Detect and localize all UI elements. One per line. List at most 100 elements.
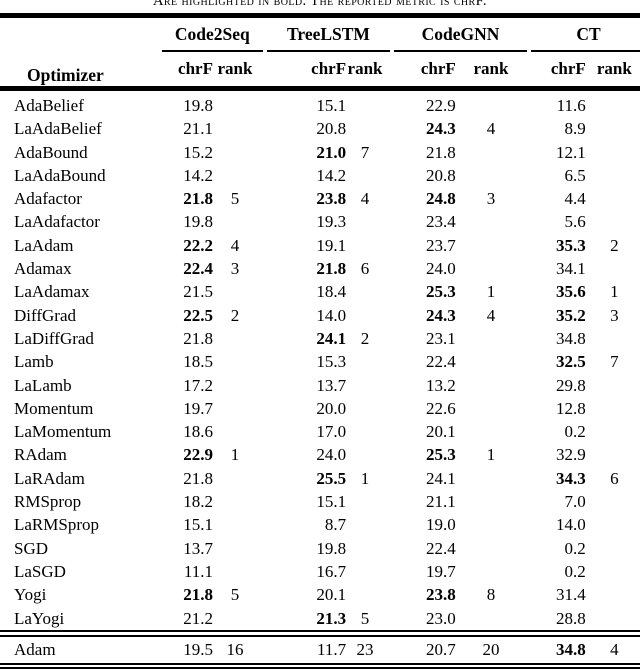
subheader-chrf-codegnn: chrF <box>383 52 461 91</box>
rank-value <box>589 537 640 560</box>
chrf-value: 12.8 <box>556 398 586 418</box>
rank-value: 8 <box>486 585 496 605</box>
rank-value <box>461 490 521 513</box>
optimizer-name: LaAdaBound <box>14 165 106 185</box>
optimizer-name: SGD <box>14 538 49 558</box>
optimizer-name: LaMomentum <box>14 422 112 442</box>
table-body: AdaBelief 19.8 15.1 22.9 11.6 LaAdaBelie… <box>0 89 640 631</box>
rank-value <box>461 397 521 420</box>
table-row: LaRAdam 21.8 25.5 1 24.1 34.3 6 <box>0 467 640 490</box>
chrf-value: 15.1 <box>183 515 213 535</box>
chrf-value: 35.2 <box>556 305 586 325</box>
rank-value <box>346 490 384 513</box>
chrf-value: 24.0 <box>426 259 456 279</box>
optimizer-name: LaSGD <box>14 561 66 581</box>
chrf-value: 20.1 <box>426 422 456 442</box>
rank-value <box>589 513 640 536</box>
chrf-value: 15.2 <box>183 142 213 162</box>
rank-value <box>461 560 521 583</box>
table-row: RAdam 22.9 1 24.0 25.3 1 32.9 <box>0 443 640 466</box>
table-row: LaSGD 11.1 16.7 19.7 0.2 <box>0 560 640 583</box>
rank-value <box>213 164 257 187</box>
chrf-value: 31.4 <box>556 585 586 605</box>
chrf-value: 6.5 <box>564 165 586 185</box>
chrf-value: 8.9 <box>564 119 586 139</box>
optimizer-name: AdaBelief <box>14 96 84 115</box>
caption-text: Are highlighted in bold. The reported me… <box>153 0 487 9</box>
chrf-value: 22.5 <box>183 305 213 325</box>
chrf-value: 21.2 <box>183 608 213 628</box>
rank-value <box>589 117 640 140</box>
subheader-rank-codegnn: rank <box>460 52 522 91</box>
rank-value: 16 <box>226 639 244 659</box>
rank-value <box>589 607 640 631</box>
chrf-value: 23.7 <box>426 235 456 255</box>
chrf-value: 21.0 <box>316 142 347 162</box>
rank-value <box>213 560 257 583</box>
group-header-code2seq: Code2Seq <box>152 18 264 52</box>
rank-value: 1 <box>610 282 619 302</box>
chrf-value: 22.4 <box>183 259 213 279</box>
rank-value: 5 <box>360 608 370 628</box>
rank-value: 1 <box>486 445 496 465</box>
chrf-value: 34.3 <box>556 468 586 488</box>
rank-value <box>346 304 384 327</box>
chrf-value: 18.4 <box>316 282 347 302</box>
rank-value <box>589 327 640 350</box>
subheader-chrf-code2seq: chrF <box>151 52 213 91</box>
optimizer-name: LaRAdam <box>14 468 85 488</box>
chrf-value: 23.4 <box>426 212 456 232</box>
optimizer-name: DiffGrad <box>14 305 76 325</box>
chrf-value: 11.1 <box>183 561 213 581</box>
subheader-rank-code2seq: rank <box>212 52 258 91</box>
optimizer-name: LaRMSprop <box>14 515 99 535</box>
chrf-value: 14.0 <box>316 305 347 325</box>
optimizer-name: Yogi <box>14 585 47 605</box>
rank-value <box>461 513 521 536</box>
chrf-value: 28.8 <box>556 608 586 628</box>
optimizer-name: Lamb <box>14 352 54 372</box>
chrf-value: 12.1 <box>556 142 586 162</box>
divider-rule <box>0 629 640 637</box>
rank-value <box>213 420 257 443</box>
chrf-value: 22.9 <box>426 96 456 115</box>
rank-value <box>461 374 521 397</box>
chrf-value: 17.0 <box>316 422 347 442</box>
optimizer-name: LaAdafactor <box>14 212 100 232</box>
chrf-value: 34.1 <box>556 259 586 279</box>
chrf-value: 24.1 <box>426 468 456 488</box>
rank-value <box>461 537 521 560</box>
chrf-value: 0.2 <box>564 422 586 442</box>
rank-value: 4 <box>230 235 240 255</box>
rank-value <box>213 374 257 397</box>
rank-value: 5 <box>230 585 240 605</box>
chrf-value: 5.6 <box>564 212 586 232</box>
rank-value: 3 <box>486 189 496 209</box>
rank-value: 4 <box>486 305 496 325</box>
optimizer-name: Adamax <box>14 259 72 279</box>
rank-value <box>346 560 384 583</box>
rank-value <box>461 327 521 350</box>
rank-value: 1 <box>230 445 240 465</box>
chrf-value: 34.8 <box>556 328 586 348</box>
chrf-value: 15.1 <box>316 96 347 115</box>
rank-value <box>589 210 640 233</box>
chrf-value: 14.0 <box>556 515 586 535</box>
chrf-value: 22.6 <box>426 398 456 418</box>
chrf-value: 13.7 <box>316 375 347 395</box>
rank-value <box>346 164 384 187</box>
chrf-value: 24.8 <box>426 189 456 209</box>
optimizer-name: Adam <box>14 639 56 659</box>
divider-row <box>0 629 640 637</box>
chrf-value: 0.2 <box>564 538 586 558</box>
rank-value: 7 <box>610 352 619 372</box>
rank-value <box>213 397 257 420</box>
chrf-value: 25.3 <box>426 445 456 465</box>
rank-value <box>346 537 384 560</box>
optimizer-name: LaAdaBelief <box>14 119 102 139</box>
table-row: AdaBound 15.2 21.0 7 21.8 12.1 <box>0 141 640 164</box>
rank-value <box>213 607 257 631</box>
chrf-value: 22.4 <box>426 538 456 558</box>
rank-value <box>213 210 257 233</box>
